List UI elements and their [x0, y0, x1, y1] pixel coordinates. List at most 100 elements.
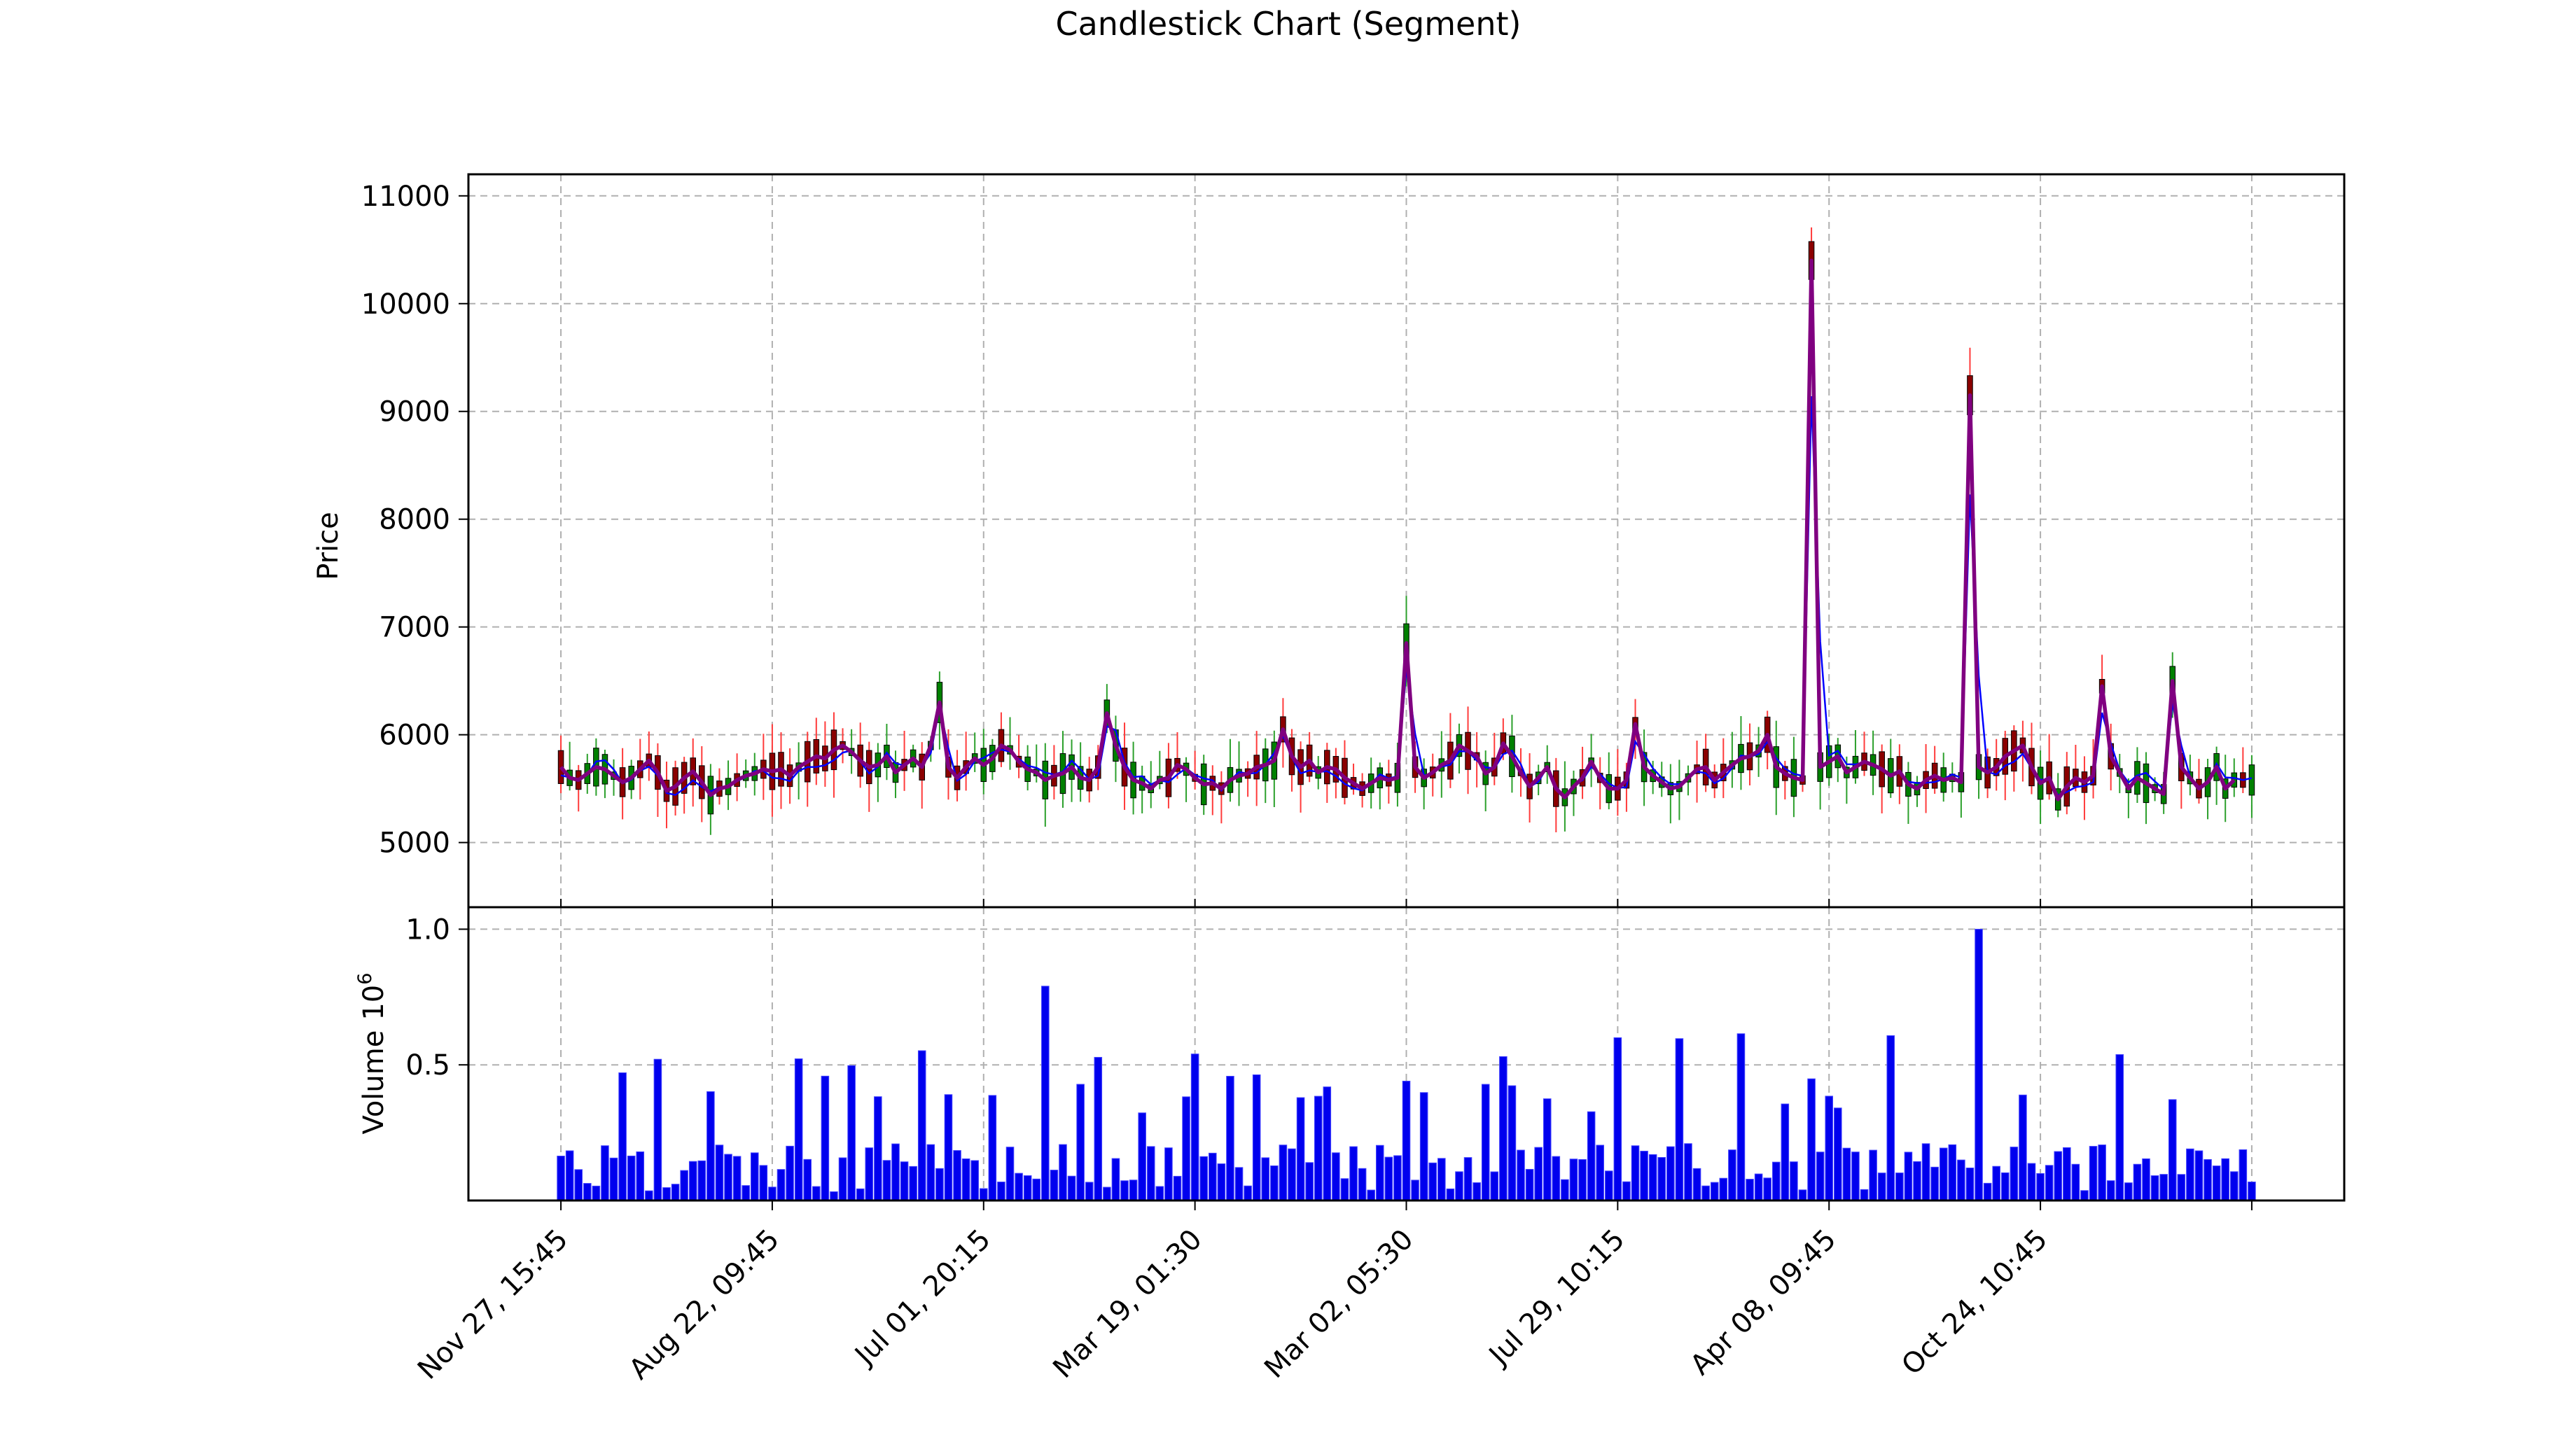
x-tick-label: Jul 29, 10:15 [1482, 1224, 1631, 1373]
volume-bar [2098, 1144, 2106, 1201]
volume-bar [1728, 1149, 1736, 1201]
volume-bar [1138, 1112, 1146, 1201]
volume-bar [759, 1165, 768, 1201]
volume-bar [1305, 1162, 1314, 1201]
volume-bar [1525, 1168, 1534, 1201]
volume-bar [1781, 1103, 1790, 1201]
volume-bar [1604, 1170, 1613, 1201]
volume-bar [917, 1050, 926, 1201]
x-tick-label: Mar 19, 01:30 [1047, 1224, 1208, 1385]
volume-bar [1182, 1096, 1190, 1201]
volume-bar [1701, 1185, 1710, 1201]
volume-bar [618, 1072, 627, 1201]
volume-bar [653, 1058, 662, 1201]
volume-bar [574, 1169, 583, 1201]
volume-bar [2248, 1182, 2256, 1201]
price-tick-label: 5000 [379, 827, 450, 860]
price-tick-label: 8000 [379, 504, 450, 536]
volume-bar [882, 1160, 891, 1201]
volume-bar [1895, 1172, 1904, 1201]
price-tick-label: 6000 [379, 720, 450, 752]
price-tick-label: 10000 [361, 288, 450, 321]
volume-bar [988, 1095, 997, 1201]
volume-bar [2124, 1182, 2133, 1201]
volume-bar [812, 1186, 821, 1201]
x-tick-label: Oct 24, 10:45 [1895, 1224, 2054, 1382]
volume-bar [2229, 1171, 2239, 1201]
volume-bar [1904, 1152, 1913, 1201]
volume-bar [1975, 928, 1983, 1201]
volume-bar [1992, 1166, 2000, 1201]
volume-bar [2045, 1165, 2054, 1201]
volume-bar [1067, 1175, 1076, 1201]
volume-bar [1296, 1097, 1305, 1201]
volume-bar [768, 1186, 777, 1201]
volume-bar [803, 1158, 812, 1201]
volume-bar [1886, 1035, 1895, 1201]
volume-bar [2186, 1148, 2194, 1201]
volume-bar [2106, 1180, 2115, 1201]
volume-bar [786, 1145, 794, 1201]
volume-bar [2054, 1151, 2063, 1201]
volume-bar [2133, 1163, 2142, 1201]
volume-bar [1692, 1168, 1701, 1201]
volume-bar [1217, 1163, 1226, 1201]
volume-bar [1569, 1158, 1578, 1201]
volume-bar [1622, 1181, 1631, 1201]
volume-bar [645, 1190, 653, 1201]
volume-bar [1349, 1146, 1358, 1201]
volume-bar [1561, 1179, 1569, 1201]
price-axis-label: Price [312, 512, 344, 580]
volume-bar [1041, 986, 1050, 1201]
volume-bar [2239, 1149, 2248, 1201]
x-tick-label: Jul 01, 20:15 [848, 1224, 997, 1373]
volume-bar [1463, 1157, 1473, 1201]
volume-bar [609, 1157, 618, 1201]
volume-bar [1851, 1152, 1860, 1201]
volume-bar [1798, 1189, 1807, 1201]
volume-bar [1543, 1098, 1552, 1201]
volume-bar [680, 1170, 688, 1201]
volume-bar [891, 1143, 900, 1201]
volume-bar [2212, 1166, 2221, 1201]
volume-bar [1965, 1168, 1975, 1201]
volume-bar [1877, 1172, 1886, 1201]
long-moving-average-line [559, 258, 2236, 802]
volume-bar [1393, 1155, 1402, 1201]
volume-bar [777, 1169, 786, 1201]
volume-bar [1076, 1084, 1085, 1201]
volume-bar [1005, 1147, 1015, 1201]
volume-bar [865, 1147, 874, 1201]
volume-bar [1340, 1178, 1349, 1201]
volume-bar [1146, 1146, 1155, 1201]
volume-bar [583, 1183, 592, 1201]
volume-bar [1534, 1147, 1543, 1201]
volume-bar [1209, 1152, 1217, 1201]
volume-bar [1763, 1177, 1771, 1201]
volume-bar [953, 1150, 961, 1201]
volume-bar [1437, 1158, 1446, 1201]
candle-body [2248, 764, 2255, 796]
volume-bar [2019, 1094, 2027, 1201]
volume-bar [1710, 1182, 1719, 1201]
price-tick-label: 11000 [361, 181, 450, 213]
moving-average-lines [559, 258, 2253, 802]
chart-title: Candlestick Chart (Segment) [1055, 5, 1521, 43]
volume-bar [1771, 1161, 1781, 1201]
volume-bar [1261, 1157, 1270, 1201]
volume-bar [2177, 1174, 2186, 1201]
volume-bar [1094, 1056, 1103, 1201]
volume-bar [1164, 1147, 1173, 1201]
volume-bar [1596, 1144, 1604, 1201]
volume-bar [1790, 1161, 1798, 1201]
volume-bar [1860, 1189, 1869, 1201]
volume-bar [1270, 1165, 1279, 1201]
volume-bar [732, 1156, 742, 1201]
volume-bar [1719, 1177, 1728, 1201]
volume-bar [856, 1188, 865, 1201]
volume-axis-label: Volume106 [354, 973, 390, 1135]
volume-bar [1517, 1149, 1525, 1201]
volume-bar [2036, 1172, 2045, 1201]
price-y-axis: 5000 6000 7000 8000 9000 10000 11000 [361, 181, 468, 860]
volume-bar [1120, 1180, 1129, 1201]
